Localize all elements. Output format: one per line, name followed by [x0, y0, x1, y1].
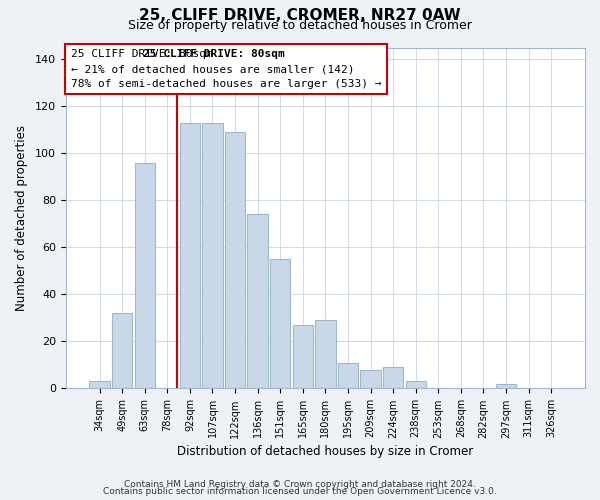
Bar	[247, 214, 268, 388]
Bar	[383, 368, 403, 388]
Bar	[89, 382, 110, 388]
Y-axis label: Number of detached properties: Number of detached properties	[15, 125, 28, 311]
Bar	[202, 122, 223, 388]
Bar	[406, 382, 426, 388]
Bar	[225, 132, 245, 388]
Bar	[270, 259, 290, 388]
X-axis label: Distribution of detached houses by size in Cromer: Distribution of detached houses by size …	[177, 444, 473, 458]
Text: Contains public sector information licensed under the Open Government Licence v3: Contains public sector information licen…	[103, 488, 497, 496]
Bar	[338, 362, 358, 388]
Bar	[134, 162, 155, 388]
Bar	[293, 325, 313, 388]
Text: 25 CLIFF DRIVE: 80sqm: 25 CLIFF DRIVE: 80sqm	[143, 48, 284, 58]
Bar	[180, 122, 200, 388]
Text: 25 CLIFF DRIVE: 80sqm
← 21% of detached houses are smaller (142)
78% of semi-det: 25 CLIFF DRIVE: 80sqm ← 21% of detached …	[71, 49, 382, 89]
Bar	[361, 370, 381, 388]
Bar	[496, 384, 516, 388]
Text: Contains HM Land Registry data © Crown copyright and database right 2024.: Contains HM Land Registry data © Crown c…	[124, 480, 476, 489]
Text: Size of property relative to detached houses in Cromer: Size of property relative to detached ho…	[128, 19, 472, 32]
Bar	[112, 313, 133, 388]
Bar	[315, 320, 335, 388]
Text: 25, CLIFF DRIVE, CROMER, NR27 0AW: 25, CLIFF DRIVE, CROMER, NR27 0AW	[139, 8, 461, 22]
